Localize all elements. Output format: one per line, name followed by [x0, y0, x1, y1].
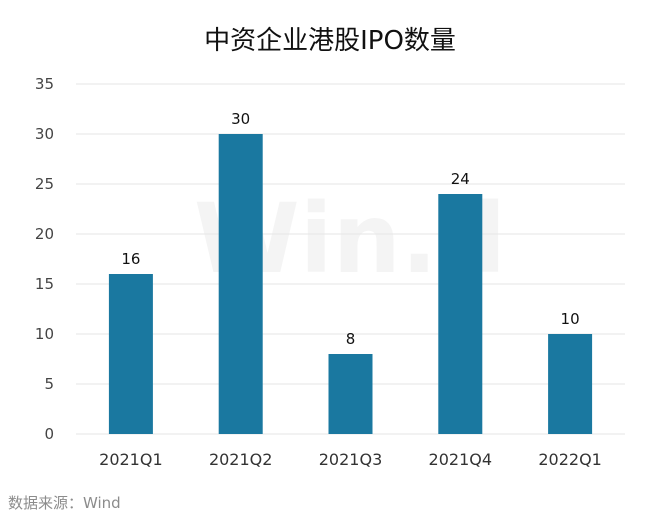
- x-tick-label: 2021Q3: [319, 450, 383, 469]
- bar: [548, 334, 593, 434]
- x-tick-label: 2022Q1: [538, 450, 602, 469]
- y-tick-label: 5: [44, 375, 54, 393]
- x-tick-label: 2021Q1: [99, 450, 163, 469]
- bar: [328, 354, 373, 434]
- source-note: 数据来源：Wind: [8, 494, 121, 512]
- bar: [218, 134, 263, 434]
- y-tick-label: 0: [44, 425, 54, 443]
- bar: [438, 194, 483, 434]
- y-tick-label: 10: [35, 325, 54, 343]
- x-tick-label: 2021Q2: [209, 450, 273, 469]
- y-tick-label: 15: [35, 275, 54, 293]
- data-label: 30: [231, 110, 250, 128]
- y-tick-label: 25: [35, 175, 54, 193]
- y-tick-label: 20: [35, 225, 54, 243]
- data-labels: 16 30 8 24 10: [121, 110, 579, 348]
- data-label: 8: [346, 330, 356, 348]
- y-axis-ticks: 0 5 10 15 20 25 30 35: [35, 75, 54, 443]
- bars: [108, 134, 593, 434]
- x-axis-labels: 2021Q1 2021Q2 2021Q3 2021Q4 2022Q1: [99, 450, 602, 469]
- y-tick-label: 30: [35, 125, 54, 143]
- data-label: 24: [451, 170, 470, 188]
- bar: [108, 274, 153, 434]
- data-label: 10: [561, 310, 580, 328]
- x-tick-label: 2021Q4: [429, 450, 493, 469]
- chart-title: 中资企业港股IPO数量: [204, 26, 456, 56]
- gridlines: [76, 83, 625, 435]
- data-label: 16: [121, 250, 140, 268]
- y-tick-label: 35: [35, 75, 54, 93]
